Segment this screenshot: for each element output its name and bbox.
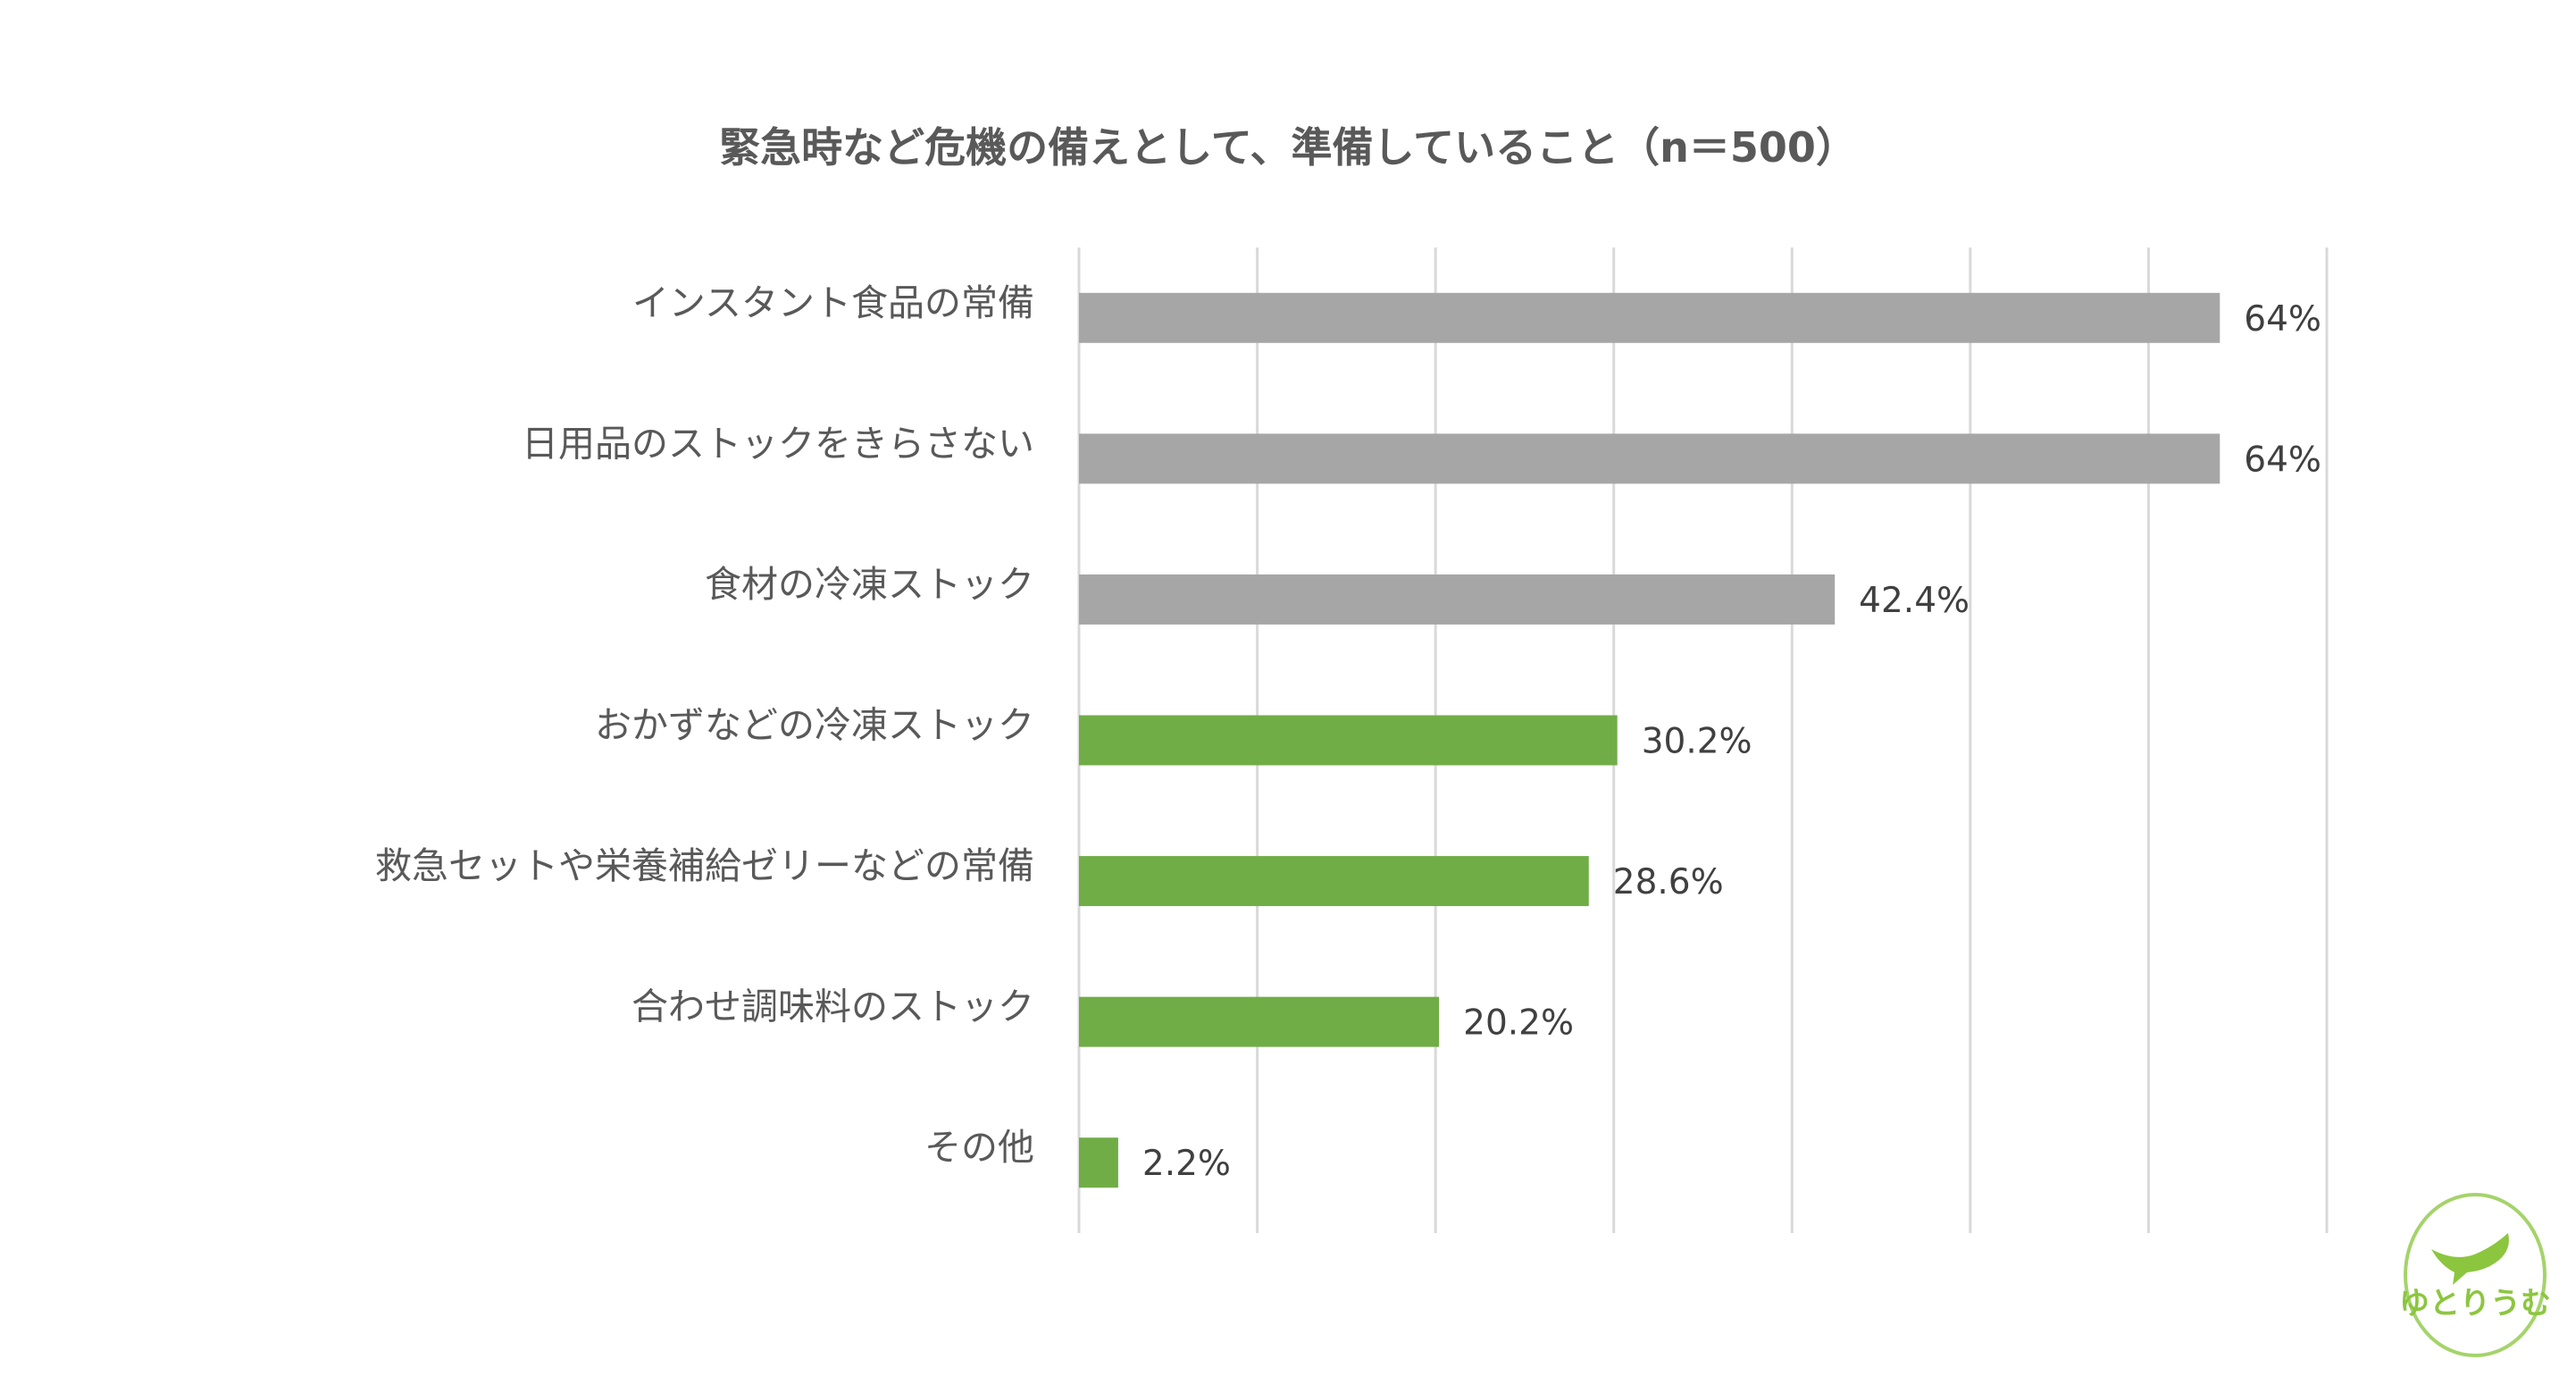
bars xyxy=(1079,292,2221,1188)
logo-text: ゆとりうむ xyxy=(2399,1286,2551,1322)
category-label: その他 xyxy=(924,1126,1034,1169)
category-label: 食材の冷凍ストック xyxy=(705,563,1034,606)
category-labels: インスタント食品の常備日用品のストックをきらさない食材の冷凍ストックおかずなどの… xyxy=(375,281,1034,1169)
category-label: 日用品のストックをきらさない xyxy=(522,422,1034,465)
value-label: 64% xyxy=(2244,299,2321,340)
category-label: インスタント食品の常備 xyxy=(632,281,1034,324)
bar xyxy=(1079,856,1589,907)
bar xyxy=(1079,433,2221,484)
category-label: おかずなどの冷凍ストック xyxy=(595,704,1034,747)
value-labels: 64% 64% 42.4% 30.2% 28.6% 20.2% 2.2% xyxy=(1142,299,2321,1184)
yutorium-logo: ゆとりうむ xyxy=(2399,1193,2551,1357)
bar xyxy=(1079,574,1836,625)
bar xyxy=(1079,996,1440,1047)
chart-title: 緊急時など危機の備えとして、準備していること（n＝500） xyxy=(719,123,1857,172)
value-label: 28.6% xyxy=(1613,862,1724,902)
category-label: 合わせ調味料のストック xyxy=(631,986,1034,1028)
logo-egg-outline xyxy=(2404,1193,2547,1357)
bird-icon xyxy=(2431,1233,2509,1285)
value-label: 20.2% xyxy=(1463,1003,1574,1044)
bar xyxy=(1079,1137,1118,1188)
category-label: 救急セットや栄養補給ゼリーなどの常備 xyxy=(375,844,1034,887)
value-label: 64% xyxy=(2244,440,2321,480)
value-label: 30.2% xyxy=(1642,722,1752,762)
value-label: 42.4% xyxy=(1859,581,1970,621)
bar xyxy=(1079,292,2221,343)
value-label: 2.2% xyxy=(1142,1144,1231,1184)
bar xyxy=(1079,715,1618,766)
